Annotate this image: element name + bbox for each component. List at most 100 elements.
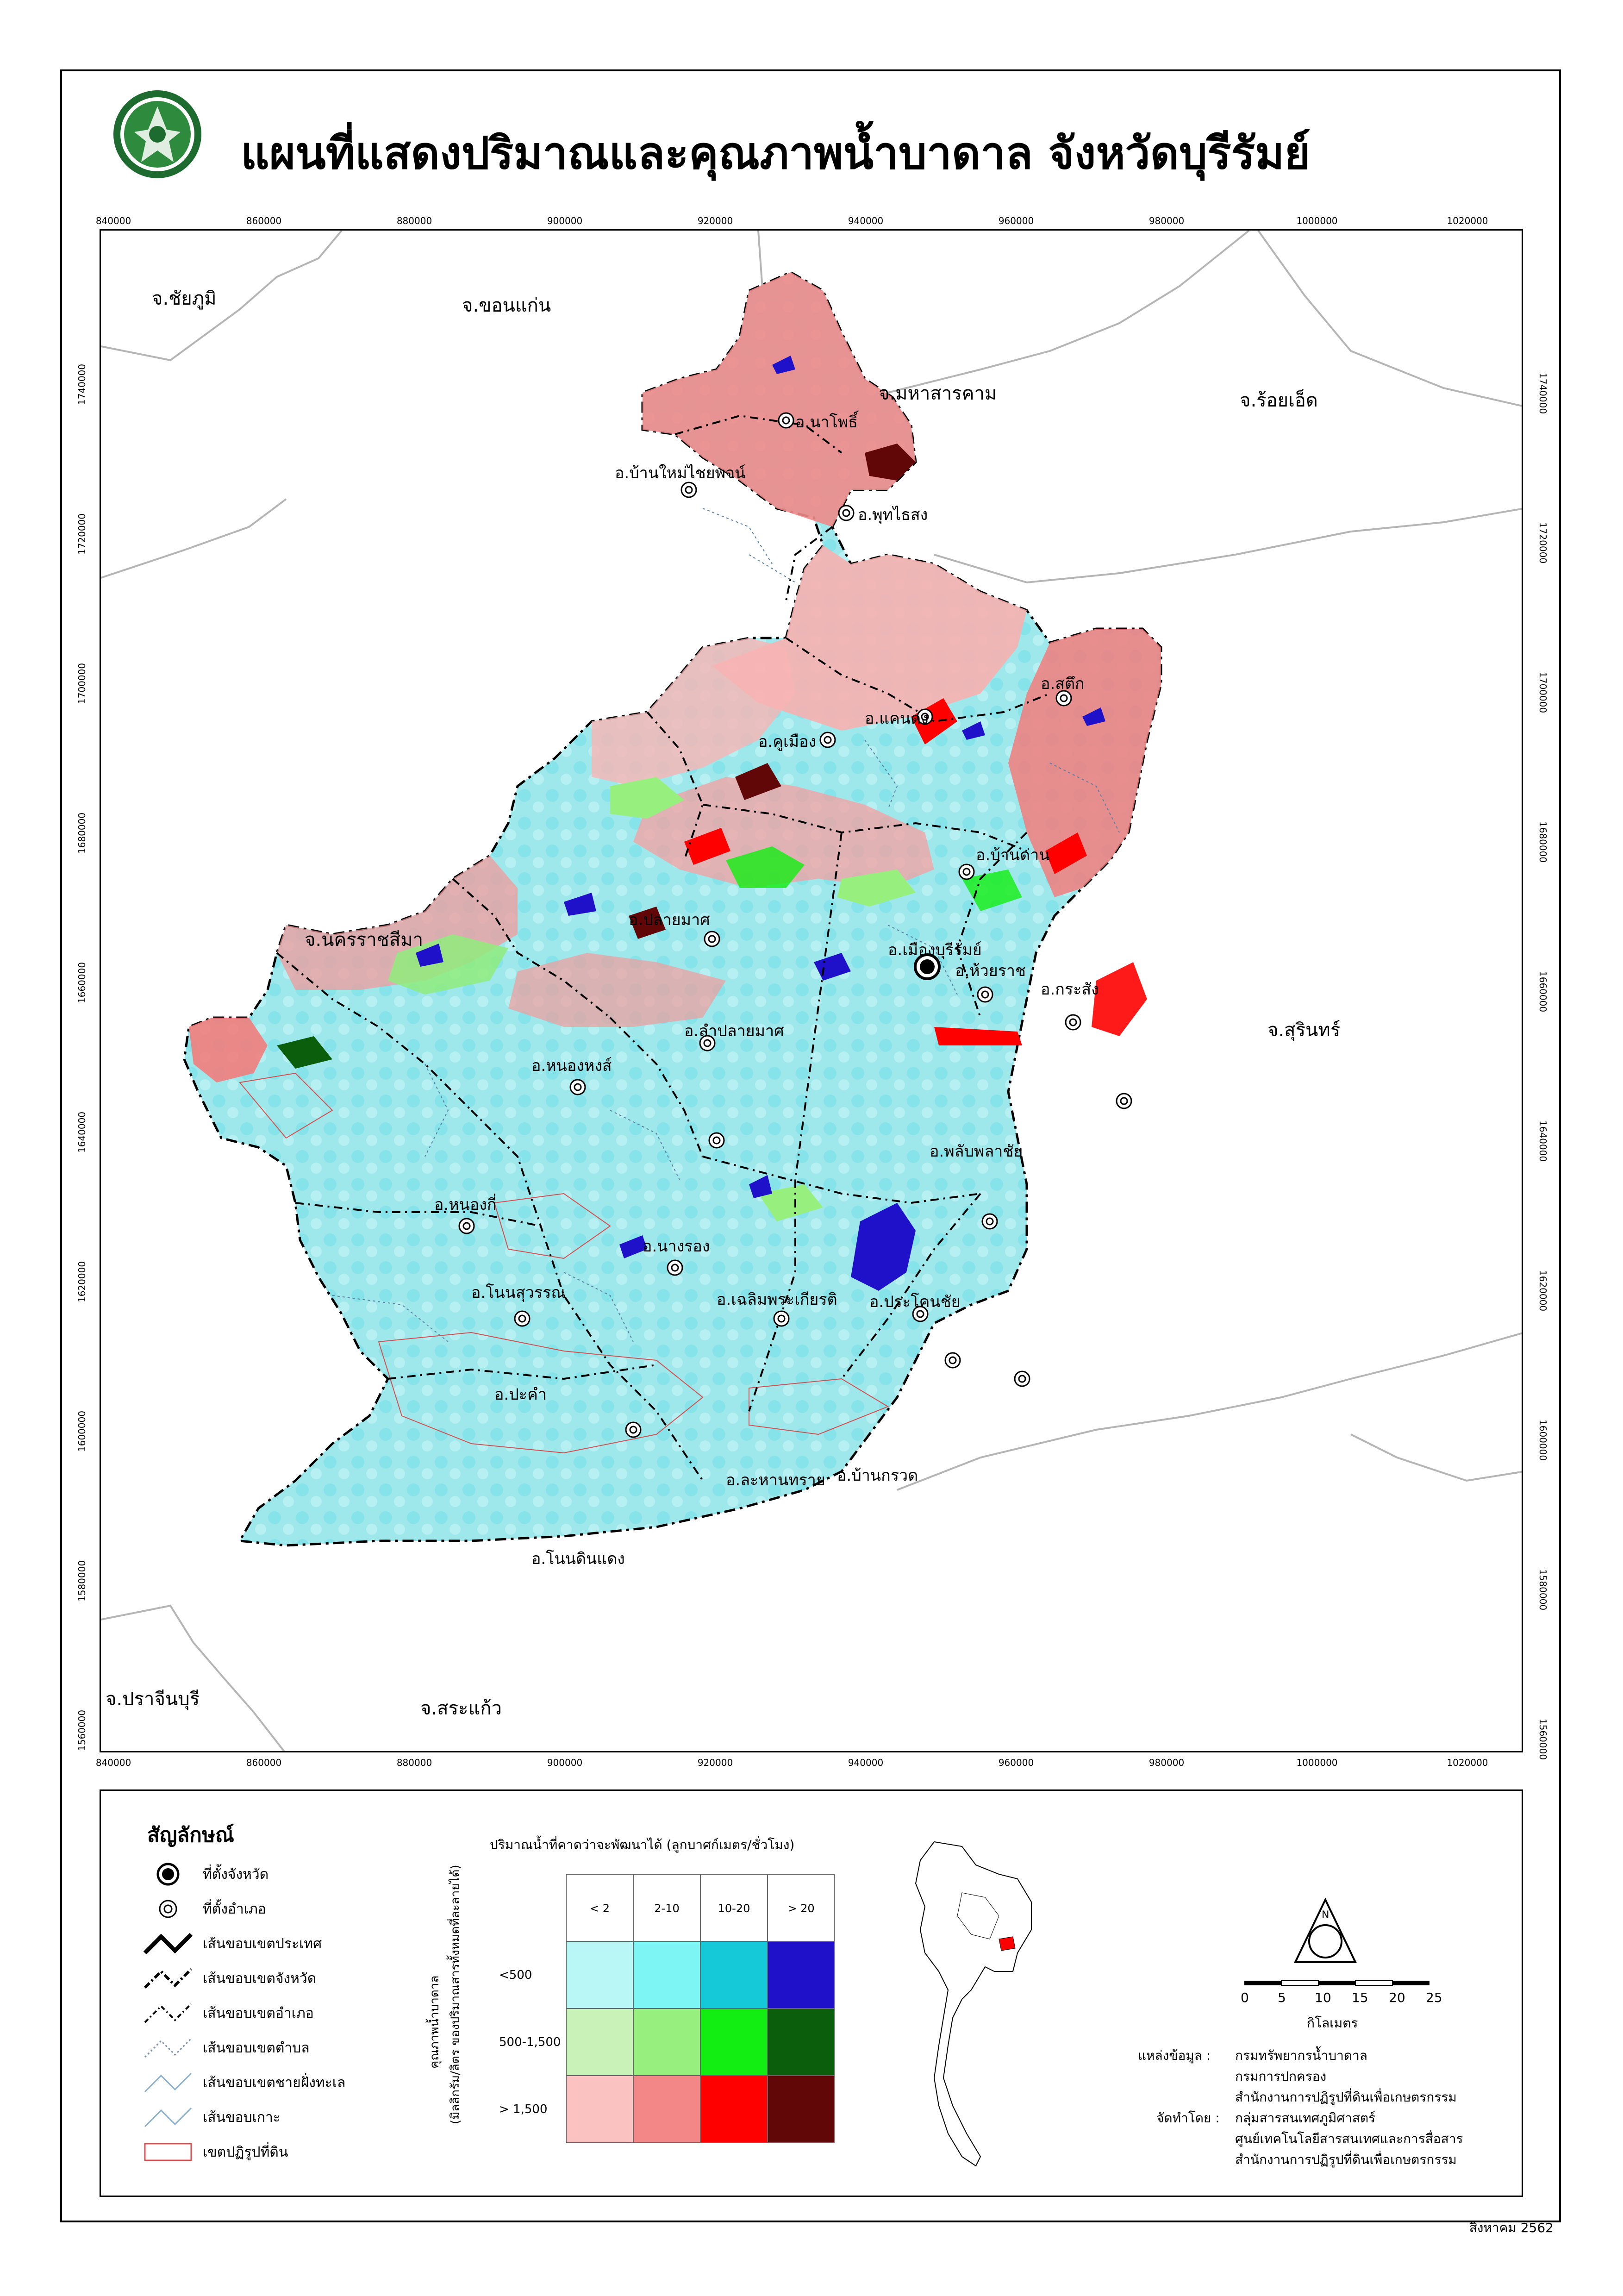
matrix-column-head: 10-20 (718, 1902, 750, 1915)
matrix-cell (566, 1941, 633, 2008)
legend-item-province: ที่ตั้งจังหวัด (143, 1860, 268, 1888)
scale-tick-label: 25 (1426, 1990, 1442, 2005)
legend-item-coastline: เส้นขอบเขตชายฝั่งทะเล (143, 2069, 345, 2096)
province-map: จ.ชัยภูมิ จ.ขอนแก่น จ.มหาสารคาม จ.ร้อยเอ… (101, 231, 1522, 1751)
y-tick-label: 1700000 (1537, 672, 1548, 713)
high-yield-fresh-zones (416, 356, 1105, 1291)
x-tick-label: 1000000 (1296, 215, 1338, 226)
producer-line: สำนักงานการปฏิรูปที่ดินเพื่อเกษตรกรรม (1235, 2152, 1457, 2167)
island-boundary-icon (144, 2107, 192, 2127)
x-tick-label: 860000 (246, 1757, 282, 1768)
district-label: อ.นางรอง (643, 1237, 710, 1256)
land-reform-zone-icon (144, 2143, 192, 2161)
y-tick-label: 1600000 (76, 1410, 87, 1452)
x-tick-label: 840000 (95, 1757, 131, 1768)
subdistrict-boundaries (332, 508, 1120, 1342)
y-tick-label: 1660000 (1537, 971, 1548, 1013)
matrix-header-cell (633, 1874, 700, 1941)
matrix-column-head: < 2 (589, 1902, 610, 1915)
x-tick-label: 900000 (547, 1757, 583, 1768)
y-tick-label: 1720000 (76, 513, 87, 555)
district-label: อ.เฉลิมพระเกียรติ (717, 1290, 837, 1309)
district-label: อ.โนนสุวรรณ (471, 1283, 566, 1302)
subdistrict-boundary-icon (144, 2038, 192, 2058)
district-label: อ.เมืองบุรีรัมย์ (888, 941, 982, 959)
matrix-cell (633, 1941, 700, 2008)
district-label: อ.ห้วยราช (955, 962, 1026, 980)
y-tick-label: 1740000 (76, 363, 87, 405)
matrix-quality-label: คุณภาพน้ำบาดาล (428, 1975, 442, 2069)
legend-item-subdistrict-boundary: เส้นขอบเขตตำบล (143, 2034, 310, 2062)
legend-label: เส้นขอบเกาะ (203, 2109, 281, 2126)
x-tick-label: 1020000 (1447, 215, 1488, 226)
matrix-cell (633, 2076, 700, 2143)
alro-seal-logo (113, 90, 201, 178)
district-label: อ.แคนดง (865, 709, 929, 728)
salinity-zones (189, 272, 1161, 1082)
producer-line: กลุ่มสารสนเทศภูมิศาสตร์ (1235, 2110, 1376, 2126)
x-tick-label: 940000 (848, 215, 884, 226)
matrix-quality-sublabel: (มิลลิกรัม/ลิตร ของปริมาณสารทั้งหมดที่ละ… (449, 1864, 462, 2124)
x-tick-label: 880000 (396, 1757, 432, 1768)
scale-tick-label: 20 (1389, 1990, 1405, 2005)
x-tick-label: 940000 (848, 1757, 884, 1768)
y-tick-label: 1580000 (1537, 1569, 1548, 1611)
district-label: อ.นาโพธิ์ (795, 410, 859, 432)
source-line: สำนักงานการปฏิรูปที่ดินเพื่อเกษตรกรรม (1235, 2090, 1457, 2105)
y-tick-label: 1560000 (1537, 1719, 1548, 1760)
y-tick-label: 1740000 (1537, 373, 1548, 414)
high-salinity-high-yield (629, 698, 1087, 1045)
neighbor-label: จ.ร้อยเอ็ด (1240, 389, 1318, 411)
scale-unit: กิโลเมตร (1307, 2015, 1358, 2031)
x-tick-label: 960000 (998, 215, 1034, 226)
x-tick-label: 900000 (547, 215, 583, 226)
district-boundaries (276, 414, 1050, 1482)
legend-label: เขตปฏิรูปที่ดิน (203, 2144, 288, 2160)
matrix-cell (566, 2076, 633, 2143)
district-label: อ.พลับพลาชัย (930, 1142, 1023, 1161)
y-tick-label: 1620000 (76, 1261, 87, 1302)
legend-item-province-boundary: เส้นขอบเขตจังหวัด (143, 1964, 316, 1992)
legend-label: เส้นขอบเขตชายฝั่งทะเล (203, 2074, 346, 2091)
freshwater-zones (277, 777, 1022, 1221)
scale-tick-label: 15 (1352, 1990, 1368, 2005)
legend-item-land-reform: เขตปฏิรูปที่ดิน (143, 2138, 288, 2166)
matrix-cell (700, 2076, 768, 2143)
scale-tick-label: 0 (1241, 1990, 1249, 2005)
y-tick-label: 1680000 (1537, 821, 1548, 863)
neighbor-label: จ.ขอนแก่น (462, 295, 551, 316)
x-tick-label: 920000 (697, 1757, 733, 1768)
district-label: อ.หนองกี่ (434, 1194, 497, 1214)
matrix-header-cell (768, 1874, 835, 1941)
legend-item-district: ที่ตั้งอำเภอ (143, 1895, 266, 1923)
buriram-province-area (183, 271, 1162, 1547)
scale-tick-label: 5 (1278, 1990, 1286, 2005)
y-tick-label: 1720000 (1537, 522, 1548, 564)
producer-line: ศูนย์เทคโนโลยีสารสนเทศและการสื่อสาร (1235, 2131, 1463, 2146)
x-tick-label: 980000 (1149, 1757, 1185, 1768)
producer-label: จัดทำโดย : (1156, 2110, 1220, 2126)
source-line: กรมการปกครอง (1235, 2069, 1327, 2084)
legend-item-country-boundary: เส้นขอบเขตประเทศ (143, 1930, 322, 1958)
map-panel: จ.ชัยภูมิ จ.ขอนแก่น จ.มหาสารคาม จ.ร้อยเอ… (100, 229, 1523, 1752)
thailand-locator-map (915, 1841, 1032, 2167)
map-title: แผนที่แสดงปริมาณและคุณภาพน้ำบาดาล จังหวั… (241, 127, 1311, 179)
x-tick-label: 880000 (396, 215, 432, 226)
source-label: แหล่งข้อมูล : (1138, 2048, 1211, 2063)
matrix-title: ปริมาณน้ำที่คาดว่าจะพัฒนาได้ (ลูกบาศก์เม… (490, 1837, 795, 1852)
matrix-column-head: 2-10 (654, 1902, 680, 1915)
buriram-highlight (999, 1936, 1016, 1951)
land-reform-zones (239, 1072, 889, 1454)
matrix-cell (700, 1941, 768, 2008)
district-label: อ.บ้านด่าน (976, 846, 1050, 864)
matrix-row-head: > 1,500 (499, 2102, 548, 2116)
district-label: อ.พุทไธสง (858, 506, 928, 524)
y-tick-label: 1640000 (1537, 1120, 1548, 1162)
publish-date: สิงหาคม 2562 (1469, 2220, 1554, 2235)
district-label: อ.บ้านกรวด (837, 1466, 918, 1485)
matrix-header-cell (700, 1874, 768, 1941)
district-label: อ.ปลายมาศ (629, 911, 710, 929)
y-tick-label: 1660000 (76, 962, 87, 1003)
x-tick-label: 960000 (998, 1757, 1034, 1768)
matrix-cell (768, 2076, 835, 2143)
